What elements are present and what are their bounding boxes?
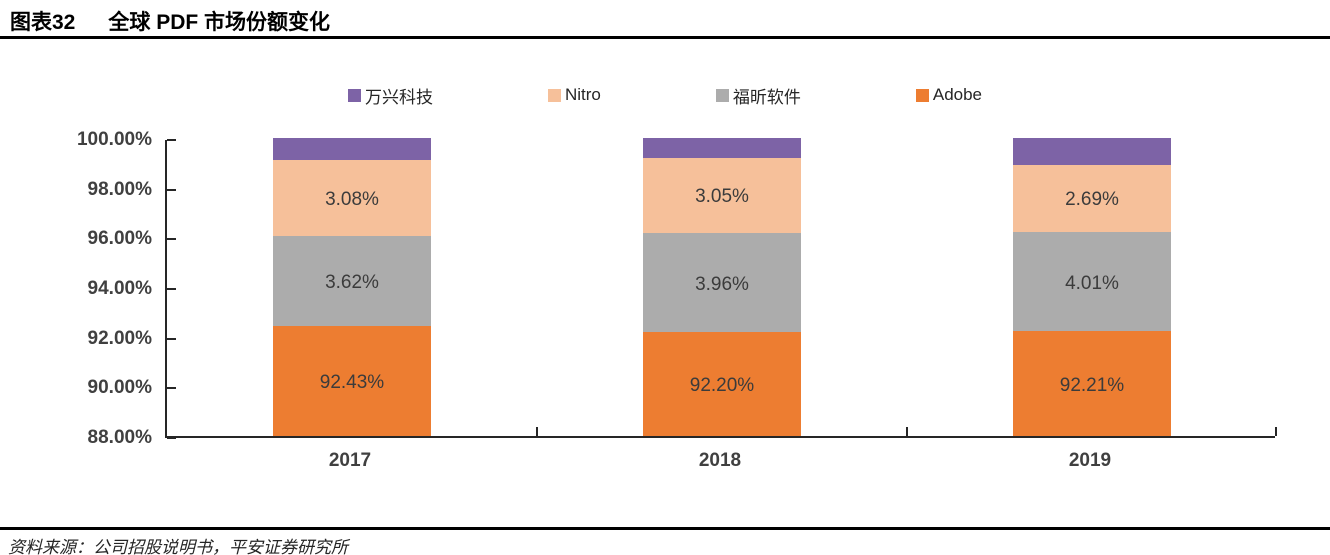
bar-segment-value-label: 3.05% — [695, 186, 749, 208]
legend-item: Nitro — [547, 85, 601, 105]
legend-item-label: Adobe — [932, 85, 983, 104]
legend-item-label: Nitro — [564, 85, 601, 104]
footer-divider-rule — [0, 527, 1330, 530]
bar-segment — [1013, 331, 1171, 436]
y-axis-tick-mark — [167, 139, 176, 141]
y-axis-tick-mark — [167, 238, 176, 241]
y-axis-tick-label: 92.00% — [87, 327, 152, 349]
legend-swatch-icon — [347, 88, 361, 102]
source-note: 资料来源：公司招股说明书，平安证券研究所 — [8, 538, 348, 555]
legend-swatch-icon — [715, 88, 729, 102]
bar-segment — [643, 138, 801, 158]
y-axis-tick-label: 98.00% — [87, 178, 152, 200]
chart-legend: 万兴科技 Nitro 福昕软件 Adobe — [0, 83, 1330, 108]
y-axis-tick-label: 96.00% — [87, 228, 152, 250]
legend-item: 万兴科技 — [347, 83, 433, 108]
legend-item-label: 万兴科技 — [364, 87, 433, 107]
y-axis-tick-mark — [167, 337, 176, 340]
bar-segment-value-label: 3.96% — [695, 273, 749, 295]
x-axis-tick-mark — [536, 427, 538, 436]
legend-item: 福昕软件 — [715, 83, 801, 108]
bar-segment-value-label: 4.01% — [1065, 272, 1119, 294]
legend-swatch-icon — [547, 88, 561, 102]
plot-area: 92.43% 3.62% 3.08% 92.20% 3.96% 3.05% 92.21% 4.… — [165, 138, 1277, 439]
bar-segment-value-label: 92.43% — [319, 371, 385, 393]
figure-title: 图表32 全球 PDF 市场份额变化 — [10, 6, 330, 36]
y-axis-tick-label: 88.00% — [87, 427, 152, 448]
legend-swatch-icon — [915, 88, 929, 102]
y-axis-tick-mark — [167, 437, 176, 439]
y-axis-tick-label: 100.00% — [76, 129, 152, 150]
bar-segment-value-label: 92.21% — [1059, 374, 1125, 396]
bar-segment-value-label: 3.08% — [325, 188, 379, 210]
bar-segment-value-label: 2.69% — [1065, 189, 1119, 211]
bar-segment — [273, 159, 431, 237]
bar-segment — [1013, 138, 1171, 166]
bar-segment-value-label: 92.20% — [689, 374, 755, 396]
figure-number-label: 图表32 — [10, 11, 76, 34]
figure-title-text: 全球 PDF 市场份额变化 — [108, 11, 331, 34]
x-axis-tick-mark — [906, 427, 908, 436]
legend-item: Adobe — [915, 85, 983, 105]
bar-segment — [273, 236, 431, 326]
x-axis-category-label: 2018 — [698, 450, 742, 471]
y-axis-tick-mark — [167, 387, 176, 390]
y-axis-tick-label: 90.00% — [87, 377, 152, 399]
bar-segment — [643, 233, 801, 332]
x-axis-category-label: 2019 — [1068, 450, 1112, 471]
bar-segment — [1013, 165, 1171, 232]
bar-segment — [273, 326, 431, 436]
bar-segment — [273, 138, 431, 160]
y-axis-tick-mark — [167, 188, 176, 191]
bar-segment-value-label: 3.62% — [325, 272, 379, 294]
bar-segment — [1013, 231, 1171, 332]
bar-segment — [643, 157, 801, 234]
x-axis-end-tick-mark — [1275, 427, 1277, 436]
legend-item-label: 福昕软件 — [732, 87, 801, 107]
y-axis-tick-label: 94.00% — [87, 278, 152, 299]
y-axis-tick-mark — [167, 288, 176, 290]
bar-segment — [643, 331, 801, 436]
x-axis-category-label: 2017 — [328, 450, 372, 471]
title-divider-rule — [0, 36, 1330, 39]
